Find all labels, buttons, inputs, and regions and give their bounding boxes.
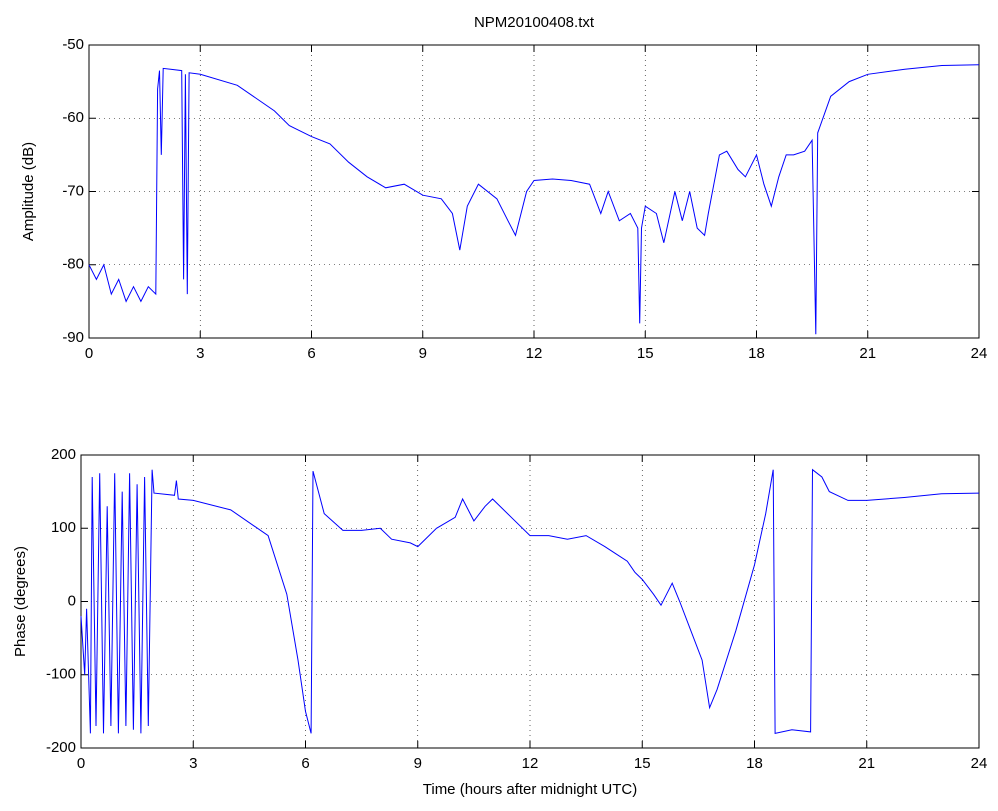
x-tick-label: 3 [196,345,204,362]
y-tick-label: -60 [62,109,84,126]
y-tick-label: -100 [46,666,76,683]
x-tick-label: 0 [77,755,85,772]
y-tick-label: -200 [46,739,76,756]
y-tick-label: 200 [51,446,76,463]
y-tick-label: -90 [62,329,84,346]
y-tick-label: -80 [62,256,84,273]
x-tick-label: 24 [971,345,988,362]
y-axis-label: Amplitude (dB) [20,142,37,241]
data-line [88,64,980,335]
y-tick-label: -50 [62,36,84,53]
x-axis-label: Time (hours after midnight UTC) [423,781,638,798]
x-tick-label: 6 [301,755,309,772]
x-tick-label: 9 [414,755,422,772]
x-tick-label: 18 [748,345,765,362]
x-tick-label: 0 [85,345,93,362]
axes-box [80,454,980,749]
axes-box [88,44,980,339]
x-tick-label: 21 [859,345,876,362]
y-tick-label: -70 [62,182,84,199]
chart-title: NPM20100408.txt [474,14,595,31]
x-tick-label: 18 [746,755,763,772]
y-tick-label: 0 [68,592,76,609]
y-axis-label: Phase (degrees) [12,546,29,657]
x-tick-label: 9 [419,345,427,362]
y-tick-label: 100 [51,519,76,536]
x-tick-label: 15 [637,345,654,362]
x-tick-label: 21 [858,755,875,772]
x-tick-label: 3 [189,755,197,772]
x-tick-label: 12 [526,345,543,362]
x-tick-label: 6 [307,345,315,362]
x-tick-label: 12 [522,755,539,772]
x-tick-label: 15 [634,755,651,772]
x-tick-label: 24 [971,755,988,772]
data-line [80,468,980,735]
